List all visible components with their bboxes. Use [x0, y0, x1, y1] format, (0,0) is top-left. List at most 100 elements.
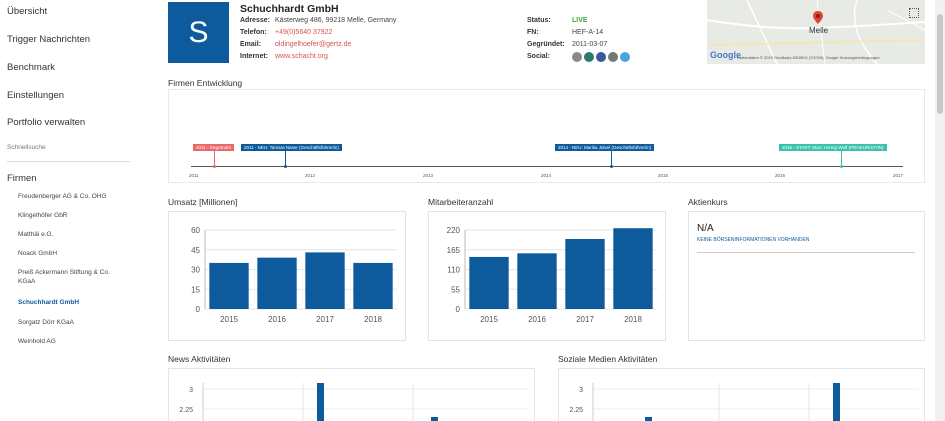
- nav-benchmark[interactable]: Benchmark: [7, 62, 56, 73]
- fn-label: FN:: [527, 29, 539, 36]
- social-chart: 3 2.25: [569, 383, 919, 421]
- mitarbeiter-bar: [469, 256, 509, 309]
- timeline-year: 2011: [189, 173, 199, 178]
- mitarbeiter-card: 0 55 110 165 220 2015 2016 2017 2018: [428, 211, 666, 341]
- news-ytick: 2.25: [179, 407, 193, 414]
- nav-trigger-news[interactable]: Trigger Nachrichten: [7, 34, 91, 45]
- nav-portfolio[interactable]: Portfolio verwalten: [7, 117, 86, 128]
- timeline-year: 2015: [658, 173, 669, 178]
- timeline-year: 2012: [305, 173, 316, 178]
- timeline-event[interactable]: 2014 - NEU: Marika Jülvel (Geschäftsführ…: [555, 144, 655, 151]
- umsatz-xtick: 2015: [220, 315, 238, 324]
- mitarbeiter-bar: [517, 253, 557, 309]
- mitarbeiter-ytick: 0: [456, 305, 461, 314]
- email-link[interactable]: oldingelhoefer@gertz.de: [275, 41, 352, 48]
- firm-item[interactable]: Sorgatz Dörr KGaA: [18, 319, 74, 326]
- timeline-dot: [213, 165, 216, 168]
- firm-item[interactable]: Preiß Ackermann Stiftung & Co. KGaA: [18, 269, 110, 285]
- umsatz-ytick: 30: [191, 266, 200, 275]
- firm-item[interactable]: Matthäi e.G.: [18, 231, 54, 238]
- news-card: 3 2.25: [168, 368, 535, 421]
- mitarbeiter-bar: [613, 228, 653, 309]
- timeline-year: 2014: [541, 173, 552, 178]
- map-attribution: Kartendaten © 2019 GeoBasis-DE/BKG (©200…: [737, 55, 880, 60]
- aktien-title: Aktienkurs: [688, 197, 728, 207]
- timeline-event[interactable]: 2011 - NEU: Tamara Naser (Geschäftsführe…: [241, 144, 342, 151]
- address-value: Kästerweg 486, 99218 Melle, Germany: [275, 17, 397, 24]
- social-title: Soziale Medien Aktivitäten: [558, 354, 658, 364]
- firm-item[interactable]: Freudenberger AG & Co. OHG: [18, 193, 107, 200]
- mitarbeiter-xtick: 2018: [624, 315, 642, 324]
- facebook-icon[interactable]: [596, 52, 606, 62]
- map-streets: [707, 0, 925, 64]
- email-label: Email:: [240, 41, 262, 48]
- founded-label: Gegründet:: [527, 41, 565, 48]
- map-city-label: Melle: [809, 26, 829, 35]
- status-badge: LIVE: [572, 17, 588, 24]
- timeline-year: 2017: [893, 173, 904, 178]
- page-scrollbar[interactable]: [935, 0, 945, 421]
- phone-label: Telefon:: [240, 29, 267, 36]
- mitarbeiter-ytick: 165: [447, 246, 461, 255]
- phone-link[interactable]: +49(0)5640 37922: [275, 29, 333, 36]
- youtube-icon[interactable]: [608, 52, 618, 62]
- mitarbeiter-xtick: 2016: [528, 315, 546, 324]
- mitarbeiter-title: Mitarbeiteranzahl: [428, 197, 494, 207]
- umsatz-xtick: 2017: [316, 315, 334, 324]
- location-map[interactable]: Melle Google Kartendaten © 2019 GeoBasis…: [707, 0, 925, 64]
- news-bar: [431, 417, 438, 421]
- timeline-dot: [610, 165, 613, 168]
- company-name: Schuchhardt GmbH: [240, 3, 339, 15]
- xing-icon[interactable]: [572, 52, 582, 62]
- timeline-dot: [284, 165, 287, 168]
- firm-item[interactable]: Noack GmbH: [18, 250, 58, 257]
- aktien-value: N/A: [697, 223, 714, 234]
- google-logo: Google: [710, 50, 741, 60]
- share-icon[interactable]: [584, 52, 594, 62]
- sidebar: Übersicht Trigger Nachrichten Benchmark …: [0, 0, 140, 421]
- timeline-axis: [191, 166, 903, 167]
- timeline-stem: [214, 151, 215, 165]
- firm-item[interactable]: Weinhold AG: [18, 338, 56, 345]
- timeline-panel: 2011 2012 2013 2014 2015 2016 2017 2011 …: [168, 89, 925, 183]
- twitter-icon[interactable]: [620, 52, 630, 62]
- timeline-event[interactable]: 2011 - Gegründet: [193, 144, 234, 151]
- address-label: Adresse:: [240, 17, 270, 24]
- aktien-divider: [697, 252, 915, 253]
- timeline-event[interactable]: 2016 - START: Marc Hornig-Wulf (PROKURIS…: [779, 144, 887, 151]
- umsatz-ytick: 0: [196, 305, 201, 314]
- umsatz-xtick: 2016: [268, 315, 286, 324]
- mitarbeiter-xtick: 2015: [480, 315, 498, 324]
- timeline-title: Firmen Entwicklung: [168, 78, 243, 88]
- timeline-year: 2016: [775, 173, 786, 178]
- mitarbeiter-xtick: 2017: [576, 315, 594, 324]
- social-label: Social:: [527, 53, 550, 60]
- timeline-stem: [285, 151, 286, 165]
- web-label: Internet:: [240, 53, 268, 60]
- scrollbar-thumb[interactable]: [937, 14, 943, 114]
- logo-letter: S: [188, 15, 209, 49]
- company-logo: S: [168, 2, 229, 63]
- mitarbeiter-ytick: 220: [447, 226, 461, 235]
- news-title: News Aktivitäten: [168, 354, 231, 364]
- social-card: 3 2.25: [558, 368, 925, 421]
- umsatz-bar: [305, 252, 345, 309]
- map-pin-icon: [813, 11, 823, 24]
- firm-item[interactable]: Klingelhöfer GbR: [18, 212, 68, 219]
- nav-settings[interactable]: Einstellungen: [7, 90, 65, 101]
- umsatz-ytick: 60: [191, 226, 200, 235]
- aktien-card: [688, 211, 925, 341]
- quick-search-link[interactable]: Schnellsuche: [7, 144, 46, 151]
- social-bar: [645, 417, 652, 421]
- umsatz-chart: 0 15 30 45 60 2015 2016 2017 2018: [191, 226, 397, 324]
- firm-item-active[interactable]: Schuchhardt GmbH: [18, 299, 80, 306]
- umsatz-bar: [209, 262, 249, 309]
- firms-heading: Firmen: [7, 173, 37, 184]
- timeline-year: 2013: [423, 173, 434, 178]
- mitarbeiter-bar: [565, 238, 605, 309]
- fullscreen-icon[interactable]: [909, 8, 919, 18]
- umsatz-title: Umsatz [Millionen]: [168, 197, 238, 207]
- umsatz-xtick: 2018: [364, 315, 382, 324]
- nav-overview[interactable]: Übersicht: [7, 6, 48, 17]
- web-link[interactable]: www.schacht.org: [275, 53, 328, 60]
